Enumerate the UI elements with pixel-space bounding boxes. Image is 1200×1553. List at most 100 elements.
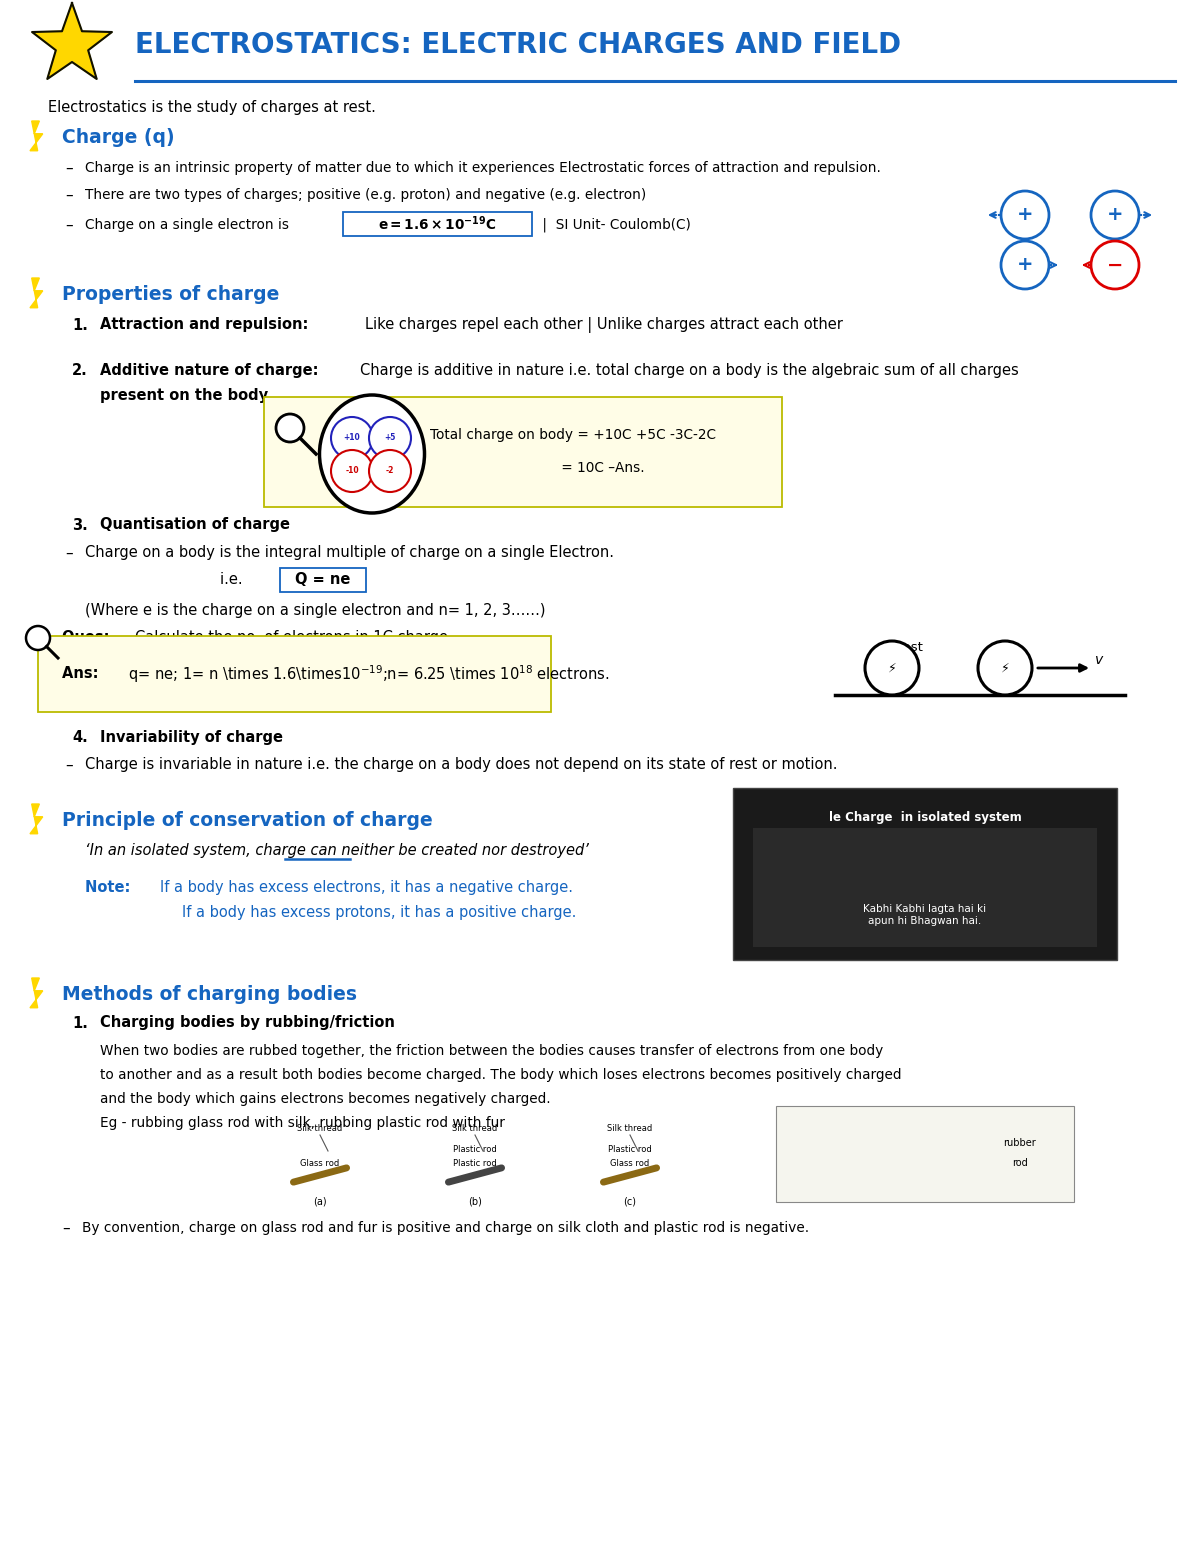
Text: Ans:: Ans: [62,666,103,682]
Text: –: – [65,160,73,175]
Text: –: – [65,188,73,202]
Text: If a body has excess electrons, it has a negative charge.: If a body has excess electrons, it has a… [160,881,574,896]
Circle shape [1001,191,1049,239]
Text: |  SI Unit- Coulomb(C): | SI Unit- Coulomb(C) [538,217,691,233]
Text: rod: rod [1012,1159,1028,1168]
Text: +: + [1016,256,1033,275]
Text: Total charge on body = +10C +5C -3C-2C: Total charge on body = +10C +5C -3C-2C [430,429,716,443]
Circle shape [331,418,373,460]
Text: –: – [65,545,73,561]
Text: –: – [65,217,73,233]
Text: Note:: Note: [85,881,136,896]
Text: (a): (a) [313,1196,326,1207]
Text: = 10C –Ans.: = 10C –Ans. [430,461,644,475]
Text: 2.: 2. [72,363,88,379]
FancyBboxPatch shape [754,828,1097,947]
Text: $\mathbf{e = 1.6 \times 10^{-19}C}$: $\mathbf{e = 1.6 \times 10^{-19}C}$ [378,214,497,233]
Polygon shape [30,278,43,307]
FancyBboxPatch shape [343,213,532,236]
Text: 4.: 4. [72,730,88,745]
FancyBboxPatch shape [776,1106,1074,1202]
Text: +5: +5 [384,433,396,443]
Text: If a body has excess protons, it has a positive charge.: If a body has excess protons, it has a p… [182,905,576,921]
Text: ‘In an isolated system, charge can neither be created nor destroyed’: ‘In an isolated system, charge can neith… [85,843,589,859]
Text: Eg - rubbing glass rod with silk, rubbing plastic rod with fur: Eg - rubbing glass rod with silk, rubbin… [100,1117,505,1131]
Polygon shape [32,3,112,79]
Text: ELECTROSTATICS: ELECTRIC CHARGES AND FIELD: ELECTROSTATICS: ELECTRIC CHARGES AND FIE… [134,31,901,59]
Text: 1.: 1. [72,1016,88,1031]
Text: Charging bodies by rubbing/friction: Charging bodies by rubbing/friction [100,1016,395,1031]
Text: (Where e is the charge on a single electron and n= 1, 2, 3……): (Where e is the charge on a single elect… [85,604,546,618]
FancyBboxPatch shape [733,787,1117,960]
Text: By convention, charge on glass rod and fur is positive and charge on silk cloth : By convention, charge on glass rod and f… [82,1221,809,1235]
Text: Charge is an intrinsic property of matter due to which it experiences Electrosta: Charge is an intrinsic property of matte… [85,162,881,175]
Circle shape [1001,241,1049,289]
Circle shape [978,641,1032,696]
FancyBboxPatch shape [38,637,551,711]
Text: 3.: 3. [72,517,88,533]
Text: Charge is invariable in nature i.e. the charge on a body does not depend on its : Charge is invariable in nature i.e. the … [85,758,838,772]
Circle shape [276,415,304,443]
Circle shape [26,626,50,651]
Text: Invariability of charge: Invariability of charge [100,730,283,745]
Text: Glass rod: Glass rod [300,1159,340,1168]
Text: Charge on a single electron is: Charge on a single electron is [85,217,289,231]
Text: Additive nature of charge:: Additive nature of charge: [100,363,324,379]
Text: Quantisation of charge: Quantisation of charge [100,517,290,533]
Text: -2: -2 [386,466,394,475]
Text: –: – [65,758,73,772]
Text: Attraction and repulsion:: Attraction and repulsion: [100,317,313,332]
Text: Charge on a body is the integral multiple of charge on a single Electron.: Charge on a body is the integral multipl… [85,545,614,561]
Text: ⚡: ⚡ [1001,662,1009,674]
Circle shape [1091,191,1139,239]
Text: There are two types of charges; positive (e.g. proton) and negative (e.g. electr: There are two types of charges; positive… [85,188,647,202]
Text: Like charges repel each other | Unlike charges attract each other: Like charges repel each other | Unlike c… [365,317,842,332]
Polygon shape [30,121,43,151]
Text: Plastic rod: Plastic rod [454,1145,497,1154]
Text: Electrostatics is the study of charges at rest.: Electrostatics is the study of charges a… [48,101,376,115]
Circle shape [370,418,410,460]
Text: (c): (c) [624,1196,636,1207]
Text: –: – [62,1221,70,1236]
Text: -10: -10 [346,466,359,475]
Polygon shape [30,804,43,834]
Text: q= ne; 1= n \times 1.6\times10$^{-19}$;n= 6.25 \times 10$^{18}$ electrons.: q= ne; 1= n \times 1.6\times10$^{-19}$;n… [128,663,610,685]
Text: Properties of charge: Properties of charge [62,286,280,304]
Ellipse shape [319,394,425,512]
Text: When two bodies are rubbed together, the friction between the bodies causes tran: When two bodies are rubbed together, the… [100,1044,883,1058]
Text: Plastic rod: Plastic rod [608,1145,652,1154]
Text: rubber: rubber [1003,1138,1037,1148]
Text: Rest: Rest [895,641,924,654]
Text: 1.: 1. [72,317,88,332]
Polygon shape [30,978,43,1008]
Text: ⚡: ⚡ [888,662,896,674]
Text: Principle of conservation of charge: Principle of conservation of charge [62,812,433,831]
Text: Glass rod: Glass rod [611,1159,649,1168]
Text: Charge is additive in nature i.e. total charge on a body is the algebraic sum of: Charge is additive in nature i.e. total … [360,363,1019,379]
Text: Silk thread: Silk thread [452,1124,498,1134]
Text: Silk thread: Silk thread [298,1124,343,1134]
Text: present on the body.: present on the body. [100,388,272,404]
Text: Silk thread: Silk thread [607,1124,653,1134]
Text: le Charge  in isolated system: le Charge in isolated system [829,812,1021,825]
Text: Ques:: Ques: [62,631,115,646]
Circle shape [370,450,410,492]
Circle shape [865,641,919,696]
FancyBboxPatch shape [264,398,782,506]
Text: and the body which gains electrons becomes negatively charged.: and the body which gains electrons becom… [100,1092,551,1106]
Text: +: + [1016,205,1033,225]
Text: Plastic rod: Plastic rod [454,1159,497,1168]
Text: Calculate the no. of electrons in 1C charge: Calculate the no. of electrons in 1C cha… [134,631,448,646]
FancyBboxPatch shape [280,568,366,592]
Text: Kabhi Kabhi lagta hai ki
apun hi Bhagwan hai.: Kabhi Kabhi lagta hai ki apun hi Bhagwan… [864,904,986,926]
Text: Q = ne: Q = ne [295,573,350,587]
Text: v: v [1096,652,1103,666]
Circle shape [1091,241,1139,289]
Text: (b): (b) [468,1196,482,1207]
Text: +10: +10 [343,433,360,443]
Text: +: + [1106,205,1123,225]
Text: i.e.: i.e. [220,573,257,587]
Text: Methods of charging bodies: Methods of charging bodies [62,986,358,1005]
Circle shape [331,450,373,492]
Text: Charge (q): Charge (q) [62,129,175,148]
